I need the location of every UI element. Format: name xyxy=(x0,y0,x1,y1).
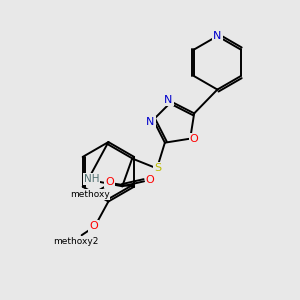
Text: NH: NH xyxy=(84,174,99,184)
Text: N: N xyxy=(164,95,172,105)
Text: N: N xyxy=(146,117,154,127)
Text: S: S xyxy=(154,164,161,173)
Text: O: O xyxy=(89,221,98,231)
Text: N: N xyxy=(213,31,222,41)
Text: methoxy2: methoxy2 xyxy=(53,237,98,246)
Text: O: O xyxy=(146,175,154,185)
Text: O: O xyxy=(190,134,199,144)
Text: methoxy: methoxy xyxy=(70,190,110,199)
Text: O: O xyxy=(105,177,114,187)
